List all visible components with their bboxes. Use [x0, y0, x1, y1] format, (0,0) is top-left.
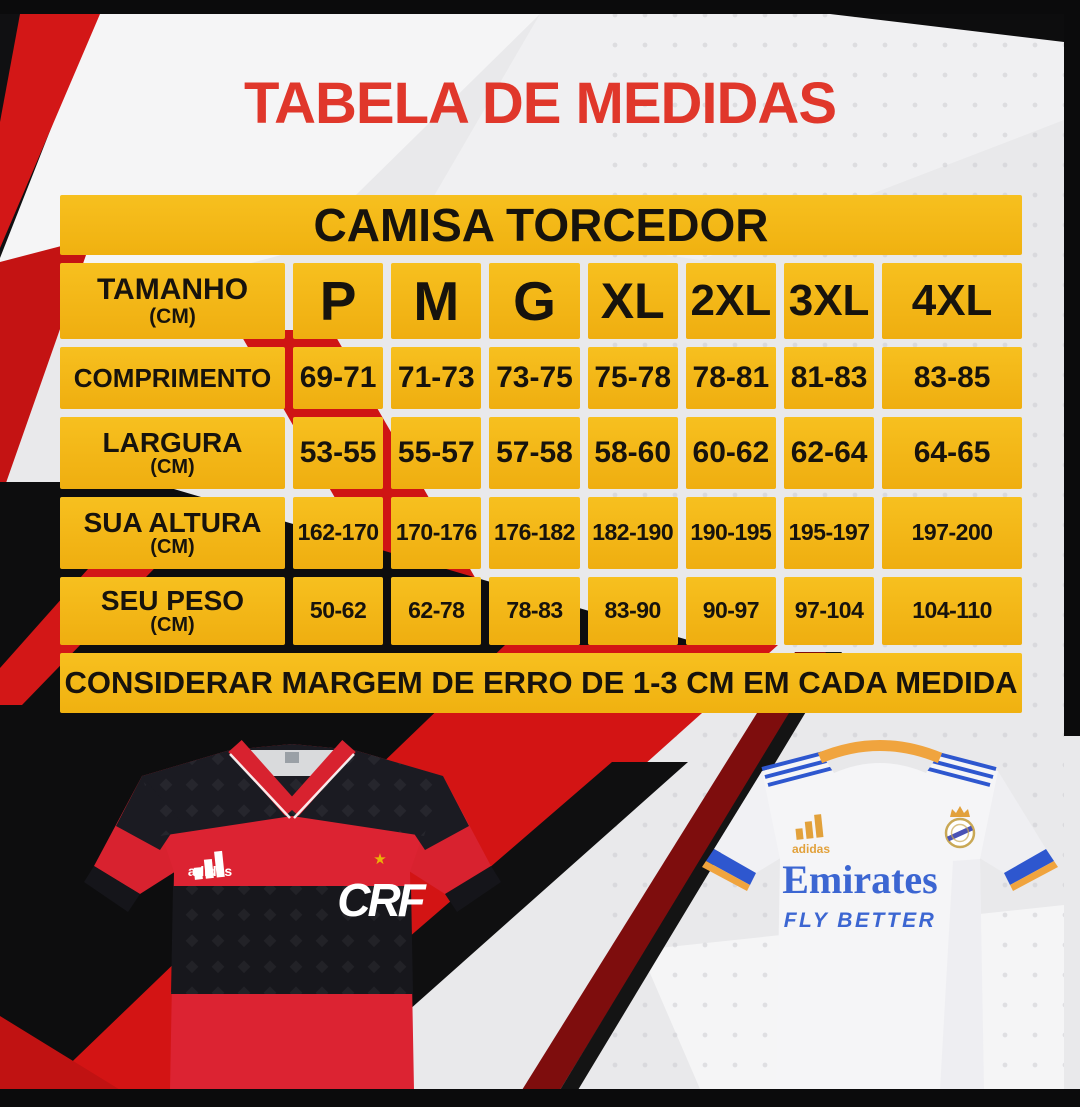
cuff-trim: [1010, 861, 1058, 891]
collar-band: [285, 740, 356, 816]
jersey-sleeve: [968, 771, 1046, 873]
row-label: LARGURA: [102, 426, 243, 458]
yoke-pattern: [142, 744, 443, 836]
value-cell: 62-64: [783, 417, 875, 489]
body-shading: [940, 859, 984, 1090]
row-label: SEU PESO: [100, 584, 245, 616]
table-row-largura: LARGURA (CM) 53-55 55-57 57-58 58-60 60-…: [60, 417, 1022, 489]
row-label-cell: SEU PESO (CM): [60, 577, 285, 645]
size-header-g: G: [489, 263, 580, 339]
size-header-3xl: 3XL: [783, 263, 875, 339]
value-cell: 58-60: [587, 417, 678, 489]
size-header-p: P: [293, 263, 384, 339]
row-unit: (CM): [150, 536, 195, 559]
real-madrid-crest-icon: [944, 806, 976, 849]
value-cell: 190-195: [685, 497, 776, 569]
value-cell: 182-190: [587, 497, 678, 569]
black-thin-stripe: [560, 652, 842, 1090]
margin-note: CONSIDERAR MARGEM DE ERRO DE 1-3 CM EM C…: [60, 653, 1022, 713]
value-cell: 69-71: [293, 347, 384, 409]
table-banner: CAMISA TORCEDOR: [60, 195, 1022, 255]
value-cell: 78-81: [685, 347, 776, 409]
value-cell: 64-65: [882, 417, 1022, 489]
size-header-4xl: 4XL: [882, 263, 1022, 339]
value-cell: 53-55: [293, 417, 384, 489]
value-cell: 71-73: [391, 347, 482, 409]
jersey-cuff: [706, 849, 756, 885]
value-cell: 83-85: [882, 347, 1022, 409]
crest-star-icon: ★: [373, 851, 386, 868]
corner-unit: (CM): [149, 304, 196, 328]
value-cell: 195-197: [783, 497, 875, 569]
value-cell: 97-104: [783, 577, 875, 645]
value-cell: 90-97: [685, 577, 776, 645]
value-cell: 78-83: [489, 577, 580, 645]
value-cell: 62-78: [391, 577, 482, 645]
adidas-logo-icon: [193, 850, 225, 880]
size-header-m: M: [391, 263, 482, 339]
table-row-seu-peso: SEU PESO (CM) 50-62 62-78 78-83 83-90 90…: [60, 577, 1022, 645]
jersey-cuff: [1004, 849, 1054, 885]
value-cell: 55-57: [391, 417, 482, 489]
table-header-row: TAMANHO (CM) P M G XL 2XL 3XL 4XL: [60, 263, 1022, 339]
collar-inner: [826, 749, 934, 773]
collar-piping: [293, 753, 355, 819]
adidas-logo-icon: [795, 814, 824, 840]
row-label: SUA ALTURA: [83, 506, 262, 538]
row-label: COMPRIMENTO: [73, 362, 272, 393]
top-right-wedge: [830, 14, 1064, 42]
page-title: TABELA DE MEDIDAS: [244, 71, 837, 136]
collar-band: [817, 740, 943, 764]
collar-band: [228, 740, 299, 816]
value-cell: 104-110: [882, 577, 1022, 645]
row-unit: (CM): [150, 614, 195, 637]
table-row-sua-altura: SUA ALTURA (CM) 162-170 170-176 176-182 …: [60, 497, 1022, 569]
value-cell: 73-75: [489, 347, 580, 409]
real-madrid-jersey: adidas Emirates FLY BETTER: [702, 740, 1058, 1090]
sponsor-wordmark: Emirates: [782, 857, 938, 902]
maroon-stripe: [522, 652, 828, 1090]
row-label-cell: SUA ALTURA (CM): [60, 497, 285, 569]
jersey-sleeve: [714, 771, 792, 873]
hoop-pattern: [171, 886, 413, 994]
value-cell: 60-62: [685, 417, 776, 489]
value-cell: 81-83: [783, 347, 875, 409]
jersey-cuff: [84, 866, 140, 912]
crf-crest-icon: CRF: [337, 874, 427, 926]
collar-piping: [229, 753, 291, 819]
top-frame-strip: [0, 0, 1080, 14]
size-header-xl: XL: [587, 263, 678, 339]
value-cell: 170-176: [391, 497, 482, 569]
value-cell: 75-78: [587, 347, 678, 409]
row-label-cell: COMPRIMENTO: [60, 347, 285, 409]
size-table: CAMISA TORCEDOR TAMANHO (CM) P M G XL 2X…: [60, 195, 1022, 713]
red-stripe: [0, 1016, 148, 1107]
sponsor-tagline: FLY BETTER: [784, 909, 937, 932]
corner-label: TAMANHO: [96, 273, 249, 306]
red-stripe: [0, 14, 100, 248]
value-cell: 176-182: [489, 497, 580, 569]
flamengo-jersey: adidas ★ CRF: [84, 740, 501, 1090]
adidas-wordmark: adidas: [792, 842, 830, 856]
value-cell: 162-170: [293, 497, 384, 569]
row-unit: (CM): [150, 456, 195, 479]
adidas-wordmark: adidas: [188, 863, 233, 879]
bottom-frame-strip: [0, 1089, 1080, 1107]
size-header-2xl: 2XL: [685, 263, 776, 339]
value-cell: 57-58: [489, 417, 580, 489]
value-cell: 83-90: [587, 577, 678, 645]
neck-label: [285, 752, 299, 763]
value-cell: 197-200: [882, 497, 1022, 569]
right-frame-strip: [1064, 0, 1080, 736]
corner-cell: TAMANHO (CM): [60, 263, 285, 339]
row-label-cell: LARGURA (CM): [60, 417, 285, 489]
cuff-trim: [702, 861, 750, 891]
table-row-comprimento: COMPRIMENTO 69-71 71-73 73-75 75-78 78-8…: [60, 347, 1022, 409]
value-cell: 50-62: [293, 577, 384, 645]
jersey-cuff: [445, 866, 501, 912]
